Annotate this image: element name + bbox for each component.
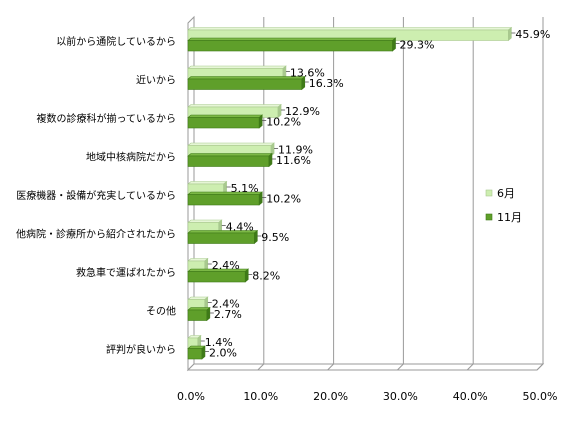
bar-end	[508, 26, 512, 42]
data-label: 11.9%	[278, 144, 313, 157]
bar-top	[187, 181, 228, 185]
data-label: 45.9%	[515, 28, 550, 41]
category-label: 地域中核病院だから	[86, 151, 176, 164]
bar	[187, 271, 246, 283]
bar	[187, 117, 260, 129]
data-label: 5.1%	[231, 182, 259, 195]
category-label: その他	[146, 305, 176, 318]
category-labels: 以前から通院しているから近いから複数の診療科が揃っているから地域中核病院だから医…	[16, 35, 176, 356]
bar	[187, 78, 303, 90]
legend-label: 6月	[497, 187, 515, 200]
x-tick-label: 50.0%	[523, 390, 558, 403]
category-label: 複数の診療科が揃っているから	[37, 112, 177, 125]
bar-end	[270, 142, 275, 157]
legend: 6月 11月	[485, 187, 522, 224]
bar-end	[258, 114, 263, 129]
data-label: 1.4%	[205, 336, 233, 349]
gridline-floor	[257, 363, 265, 371]
category-label: 他病院・診療所から紹介されたから	[16, 228, 176, 241]
bar-top	[187, 37, 397, 41]
bar-end	[392, 37, 396, 52]
x-tick-label: 40.0%	[453, 390, 488, 403]
bar-end	[268, 152, 273, 168]
x-tick-label: 0.0%	[177, 390, 205, 403]
bar-end	[201, 345, 206, 360]
category-label: 以前から通院しているから	[56, 35, 176, 48]
data-label: 2.0%	[209, 347, 237, 360]
bar	[187, 232, 255, 244]
x-tick-labels: 0.0% 10.0% 20.0% 30.0% 40.0% 50.0%	[177, 390, 557, 403]
bar-end	[277, 103, 282, 119]
category-label: 医療機器・設備が充実しているから	[16, 189, 176, 202]
bar-top	[187, 27, 513, 31]
data-label: 11.6%	[276, 154, 311, 167]
data-label: 12.9%	[285, 105, 320, 118]
legend-label: 11月	[497, 211, 522, 224]
bar-top	[187, 65, 287, 69]
legend-swatch	[485, 189, 493, 197]
bar	[187, 309, 208, 321]
bar	[187, 155, 270, 167]
gridline-floor	[466, 363, 474, 371]
x-tick-label: 20.0%	[313, 390, 348, 403]
data-label: 4.4%	[226, 221, 254, 234]
x-tick-label: 10.0%	[243, 390, 278, 403]
x-tick-label: 30.0%	[383, 390, 418, 403]
bar-end	[206, 306, 211, 322]
data-label: 10.2%	[266, 193, 301, 206]
data-label: 8.2%	[252, 270, 280, 283]
bar-top	[187, 307, 211, 311]
legend-swatch	[485, 213, 493, 221]
bar-end	[254, 229, 258, 245]
data-label: 9.5%	[261, 231, 289, 244]
bar	[187, 348, 203, 360]
data-label: 2.4%	[212, 259, 240, 272]
gridline-floor	[327, 363, 334, 371]
data-labels: 45.9%29.3%13.6%16.3%12.9%10.2%11.9%11.6%…	[200, 28, 550, 360]
bar-top	[187, 114, 264, 118]
data-label: 29.3%	[400, 39, 435, 52]
category-label: 近いから	[136, 74, 176, 87]
category-label: 評判が良いから	[106, 343, 176, 356]
bar-end	[301, 75, 306, 91]
bar-top	[187, 76, 306, 80]
data-label: 13.6%	[290, 67, 325, 80]
bar-end	[244, 268, 249, 283]
category-label: 救急車で運ばれたから	[76, 266, 176, 279]
bar-top	[187, 219, 223, 223]
gridline-floor	[536, 363, 544, 371]
data-label: 2.7%	[214, 308, 242, 321]
bar	[187, 40, 393, 52]
data-label: 10.2%	[266, 116, 301, 129]
bar-end	[258, 191, 263, 206]
bars	[187, 26, 513, 360]
bar	[187, 194, 260, 206]
axis-floor	[186, 363, 545, 371]
data-label: 2.4%	[212, 298, 240, 311]
gridline-floor	[397, 363, 404, 371]
bar-top	[187, 104, 282, 108]
data-label: 16.3%	[309, 77, 344, 90]
bar-top	[187, 142, 275, 146]
bar-top	[187, 153, 273, 157]
